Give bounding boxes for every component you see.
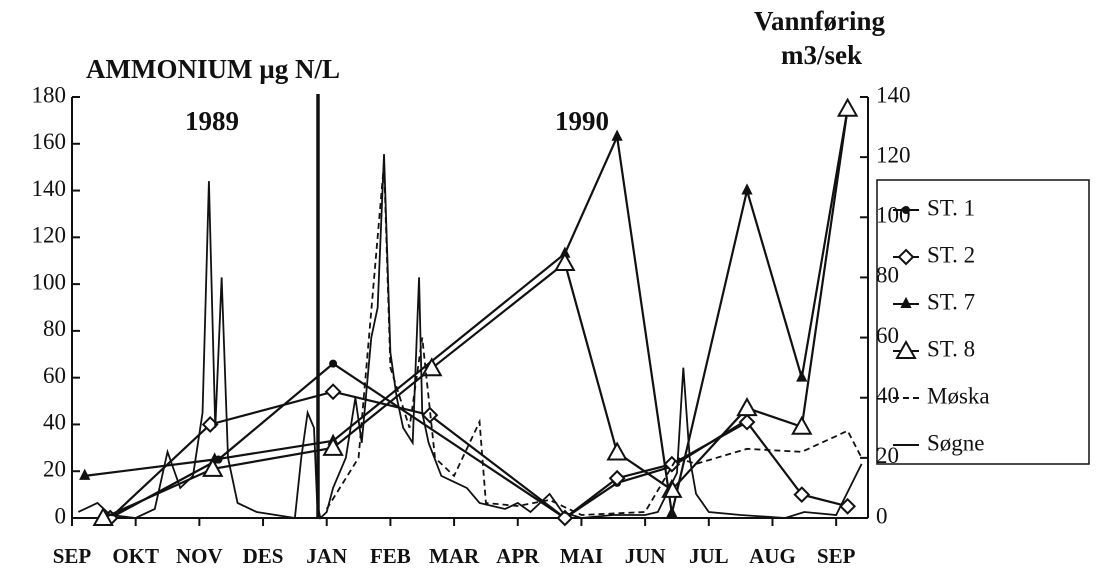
x-tick-label: APR: [496, 544, 540, 568]
marker: [736, 397, 758, 417]
marker: [554, 252, 576, 272]
x-tick-label: DES: [243, 544, 284, 568]
marker: [606, 441, 628, 461]
x-tick-label: OKT: [112, 544, 159, 568]
y2-tick-label: 60: [876, 323, 899, 348]
marker: [839, 497, 857, 515]
series-line: [102, 108, 849, 520]
y2-tick-label: 80: [876, 263, 899, 288]
y-tick-label: 120: [32, 223, 67, 248]
x-tick-label: JAN: [306, 544, 347, 568]
x-tick-label: MAR: [429, 544, 480, 568]
y-tick-label: 140: [32, 176, 67, 201]
marker: [796, 370, 808, 382]
y-tick-label: 0: [55, 503, 67, 528]
y2-axis-label: Vannføring: [754, 6, 886, 36]
y2-tick-label: 0: [876, 503, 888, 528]
x-tick-label: AUG: [749, 544, 796, 568]
marker: [666, 506, 678, 518]
marker: [202, 457, 224, 477]
legend-label: Søgne: [927, 430, 985, 455]
annotation: 1989: [185, 106, 239, 136]
x-tick-label: SEP: [817, 544, 856, 568]
series-line: [325, 163, 863, 516]
y-tick-label: 20: [43, 457, 66, 482]
legend-label: Møska: [927, 383, 990, 408]
legend-box: [876, 179, 1090, 465]
legend-label: ST. 2: [927, 242, 975, 267]
x-tick-label: JUL: [689, 544, 729, 568]
x-tick-label: NOV: [176, 544, 223, 568]
y-tick-label: 180: [32, 82, 67, 107]
y-tick-label: 60: [43, 363, 66, 388]
x-tick-label: JUN: [625, 544, 666, 568]
annotation: 1990: [555, 106, 609, 136]
marker: [79, 468, 91, 480]
marker: [902, 206, 910, 214]
marker: [791, 415, 813, 435]
marker: [608, 469, 626, 487]
legend-label: ST. 1: [927, 195, 975, 220]
y-axis-label: AMMONIUM µg N/L: [86, 54, 340, 84]
marker: [793, 486, 811, 504]
marker: [900, 296, 912, 308]
y2-tick-label: 20: [876, 443, 899, 468]
y2-tick-label: 40: [876, 383, 899, 408]
marker: [421, 357, 443, 377]
legend-label: ST. 7: [927, 289, 975, 314]
y-tick-label: 100: [32, 269, 67, 294]
marker: [324, 383, 342, 401]
y-tick-label: 80: [43, 316, 66, 341]
marker: [329, 359, 338, 368]
marker: [897, 248, 915, 266]
marker: [836, 97, 859, 117]
marker: [895, 339, 917, 359]
legend-label: ST. 8: [927, 336, 975, 361]
x-tick-label: SEP: [53, 544, 92, 568]
series-line: [77, 154, 863, 520]
marker: [92, 506, 114, 526]
series-line: [109, 390, 848, 520]
y-tick-label: 40: [43, 410, 66, 435]
y2-axis-label: m3/sek: [781, 40, 862, 70]
marker: [322, 436, 344, 456]
y-tick-label: 160: [32, 129, 67, 154]
marker: [738, 413, 756, 431]
x-tick-label: FEB: [370, 544, 411, 568]
y2-tick-label: 140: [876, 82, 911, 107]
y2-tick-label: 120: [876, 142, 911, 167]
marker: [611, 129, 623, 141]
marker: [663, 455, 681, 473]
x-tick-label: MAI: [560, 544, 603, 568]
marker: [741, 183, 753, 195]
